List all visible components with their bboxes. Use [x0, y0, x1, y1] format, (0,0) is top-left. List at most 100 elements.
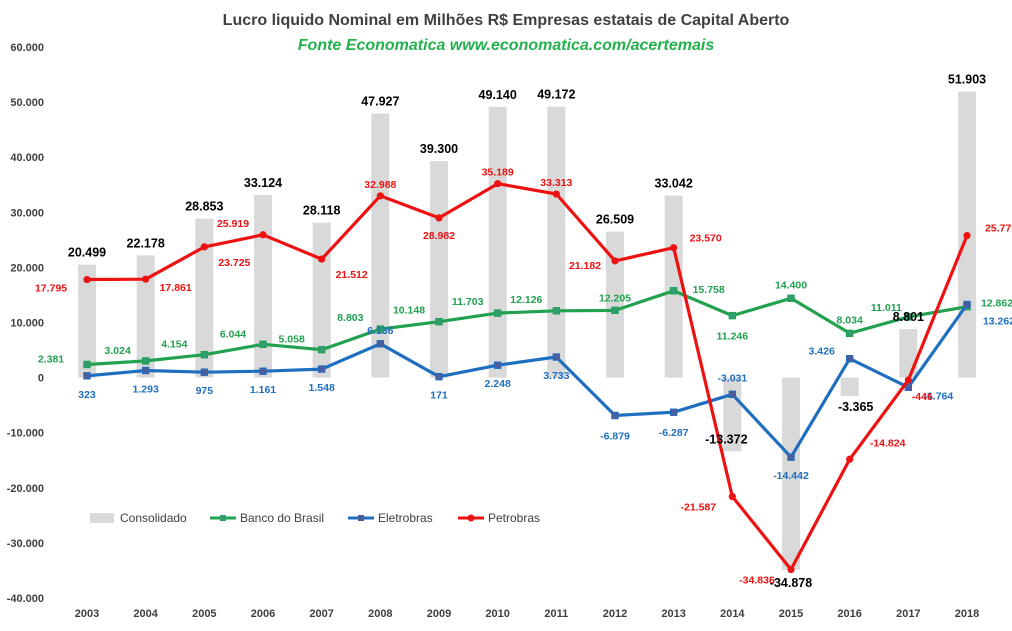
point-petrobras [552, 190, 560, 198]
point-eletrobras [376, 340, 385, 348]
bar-consolidado [254, 195, 272, 378]
data-label-petrobras: 17.861 [160, 282, 192, 294]
point-eletrobras [83, 372, 91, 380]
point-eletrobras [493, 361, 502, 369]
data-label-banco-do-brasil: 12.126 [510, 294, 542, 306]
point-banco-do-brasil [493, 309, 502, 317]
bar-consolidado [547, 106, 566, 378]
point-banco-do-brasil [669, 287, 678, 295]
data-label-petrobras: -446 [912, 391, 933, 403]
point-petrobras [142, 275, 150, 283]
x-tick-label: 2003 [75, 608, 99, 620]
bar-consolidado [782, 377, 800, 570]
chart-subtitle: Fonte Economatica www.economatica.com/ac… [298, 37, 715, 54]
data-label-eletrobras: 1.293 [133, 383, 159, 395]
legend-marker-eletrobras [358, 515, 364, 521]
data-label-consolidado: 28.853 [185, 200, 223, 214]
point-eletrobras [611, 411, 619, 420]
data-label-consolidado: 33.124 [244, 176, 282, 190]
data-label-eletrobras: 323 [78, 389, 96, 401]
data-label-banco-do-brasil: 10.148 [393, 305, 425, 317]
data-label-eletrobras: 13.262 [983, 316, 1012, 328]
point-petrobras [728, 492, 736, 501]
x-tick-label: 2018 [955, 608, 979, 620]
data-label-consolidado: 20.499 [68, 246, 106, 260]
data-label-eletrobras: 1.548 [309, 382, 335, 394]
data-label-petrobras: 32.988 [364, 179, 396, 191]
point-petrobras [435, 214, 443, 222]
data-label-consolidado: 26.509 [596, 213, 634, 227]
data-label-eletrobras: -1.764 [923, 390, 953, 402]
point-petrobras [611, 257, 619, 265]
x-tick-label: 2008 [368, 608, 392, 620]
point-petrobras [318, 255, 326, 263]
point-banco-do-brasil [141, 357, 150, 365]
point-banco-do-brasil [787, 294, 795, 302]
point-petrobras [904, 376, 912, 384]
data-label-banco-do-brasil: 5.058 [279, 334, 305, 346]
y-tick-label: 0 [38, 373, 44, 385]
point-petrobras [963, 231, 971, 240]
data-label-consolidado: 49.140 [479, 88, 517, 102]
data-label-petrobras: 21.512 [336, 269, 368, 281]
legend-label-consolidado: Consolidado [120, 511, 187, 525]
line-eletrobras [86, 303, 969, 459]
bar-consolidado [430, 161, 448, 378]
point-eletrobras [552, 353, 561, 361]
point-banco-do-brasil [200, 351, 209, 359]
y-tick-label: 50.000 [10, 97, 44, 109]
data-label-consolidado: 22.178 [127, 236, 165, 250]
data-label-banco-do-brasil: 12.205 [599, 292, 631, 304]
y-tick-label: -30.000 [7, 538, 44, 550]
point-petrobras [787, 565, 795, 574]
data-label-eletrobras: 6.136 [367, 325, 393, 337]
data-label-banco-do-brasil: 2.381 [38, 353, 64, 365]
x-tick-label: 2014 [720, 608, 745, 620]
point-banco-do-brasil [611, 306, 619, 315]
point-eletrobras [317, 365, 326, 373]
point-eletrobras [963, 300, 971, 309]
data-label-petrobras: 28.982 [423, 230, 455, 242]
consolidado-bars [78, 91, 976, 570]
data-label-banco-do-brasil: 4.154 [161, 339, 187, 351]
data-label-petrobras: 25.779 [985, 223, 1012, 235]
series-lines [83, 180, 971, 574]
bar-consolidado [840, 377, 859, 397]
data-label-petrobras: 33.313 [540, 177, 572, 189]
legend-marker-petrobras [467, 514, 475, 522]
data-label-petrobras: 35.189 [482, 167, 514, 179]
point-banco-do-brasil [259, 340, 267, 348]
bar-consolidado [664, 195, 683, 378]
data-label-petrobras: -34.836 [739, 575, 775, 587]
data-label-banco-do-brasil: 12.862 [981, 298, 1012, 310]
bar-consolidado [195, 218, 214, 378]
line-banco-do-brasil [86, 289, 968, 367]
y-tick-label: -20.000 [7, 483, 44, 495]
bar-consolidado [899, 329, 918, 378]
data-label-petrobras: -21.587 [681, 502, 717, 514]
point-banco-do-brasil [376, 325, 385, 333]
point-banco-do-brasil [435, 317, 443, 326]
point-petrobras [83, 275, 91, 284]
x-tick-label: 2006 [251, 608, 275, 620]
data-label-banco-do-brasil: 15.758 [693, 284, 725, 296]
data-label-consolidado: -34.878 [770, 576, 812, 590]
point-eletrobras [669, 408, 678, 416]
legend-marker-banco-do-brasil [220, 515, 226, 521]
data-label-banco-do-brasil: 11.703 [452, 296, 484, 308]
x-tick-label: 2013 [661, 608, 685, 620]
point-petrobras [200, 243, 208, 251]
point-eletrobras [141, 366, 150, 375]
point-banco-do-brasil [845, 329, 854, 338]
legend-label-eletrobras: Eletrobras [378, 511, 433, 525]
legend-label-banco-do-brasil: Banco do Brasil [240, 511, 324, 525]
point-eletrobras [845, 355, 854, 363]
x-tick-label: 2004 [133, 608, 158, 620]
point-banco-do-brasil [904, 313, 913, 321]
legend: Consolidado Banco do Brasil Eletrobras Petr… [90, 511, 540, 525]
y-tick-label: -40.000 [7, 593, 44, 605]
data-label-petrobras: 23.725 [218, 257, 250, 269]
data-label-banco-do-brasil: 11.246 [717, 331, 749, 343]
data-label-consolidado: -13.372 [705, 432, 747, 446]
